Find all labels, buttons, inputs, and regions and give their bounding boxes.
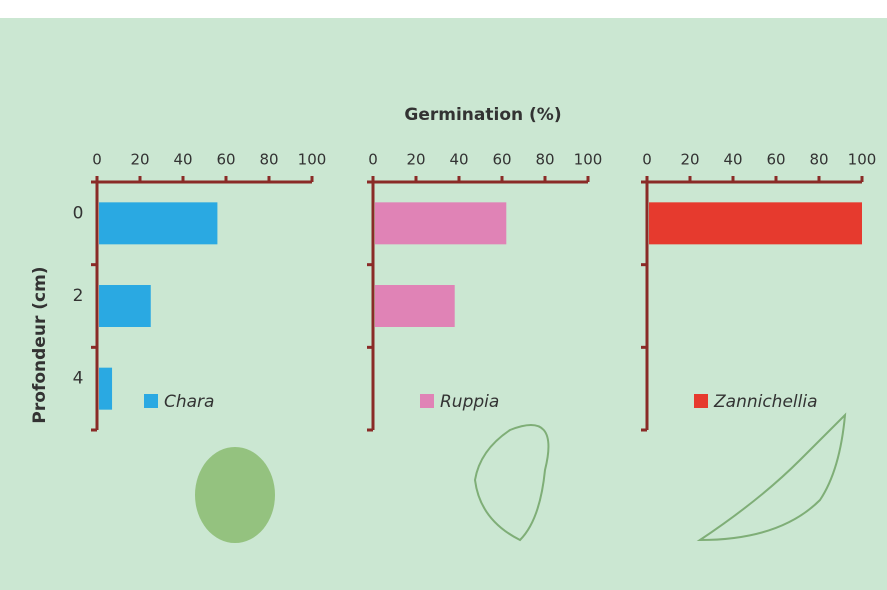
bar — [99, 367, 113, 410]
y-axis-title: Profondeur (cm) — [30, 266, 50, 423]
x-tick-label: 80 — [535, 151, 554, 169]
x-tick-label: 0 — [92, 151, 102, 169]
x-axis-title: Germination (%) — [404, 105, 561, 125]
bar — [99, 285, 151, 327]
y-tick-label: 0 — [73, 203, 84, 223]
decoration — [195, 447, 275, 543]
x-tick-label: 0 — [642, 151, 652, 169]
x-tick-label: 40 — [173, 151, 192, 169]
x-tick-label: 100 — [848, 151, 877, 169]
legend-label: Zannichellia — [713, 392, 818, 412]
legend-label: Ruppia — [440, 392, 499, 412]
y-tick-label: 2 — [73, 286, 84, 306]
x-tick-label: 20 — [406, 151, 425, 169]
legend-swatch — [420, 394, 434, 408]
x-tick-label: 20 — [680, 151, 699, 169]
x-tick-label: 100 — [298, 151, 327, 169]
x-tick-label: 60 — [216, 151, 235, 169]
bar — [99, 202, 218, 245]
x-tick-label: 80 — [809, 151, 828, 169]
legend-swatch — [144, 394, 158, 408]
top-band — [0, 0, 887, 18]
x-tick-label: 0 — [368, 151, 378, 169]
decoration — [473, 424, 550, 542]
legend-swatch — [694, 394, 708, 408]
decoration — [696, 412, 847, 542]
y-tick-label: 4 — [73, 369, 84, 389]
x-tick-label: 80 — [259, 151, 278, 169]
bar — [375, 202, 507, 245]
x-tick-label: 20 — [130, 151, 149, 169]
bar — [649, 202, 862, 245]
bar — [375, 285, 455, 327]
x-tick-label: 60 — [766, 151, 785, 169]
x-tick-label: 100 — [574, 151, 603, 169]
x-tick-label: 60 — [492, 151, 511, 169]
x-tick-label: 40 — [723, 151, 742, 169]
x-tick-label: 40 — [449, 151, 468, 169]
legend-label: Chara — [164, 392, 214, 412]
